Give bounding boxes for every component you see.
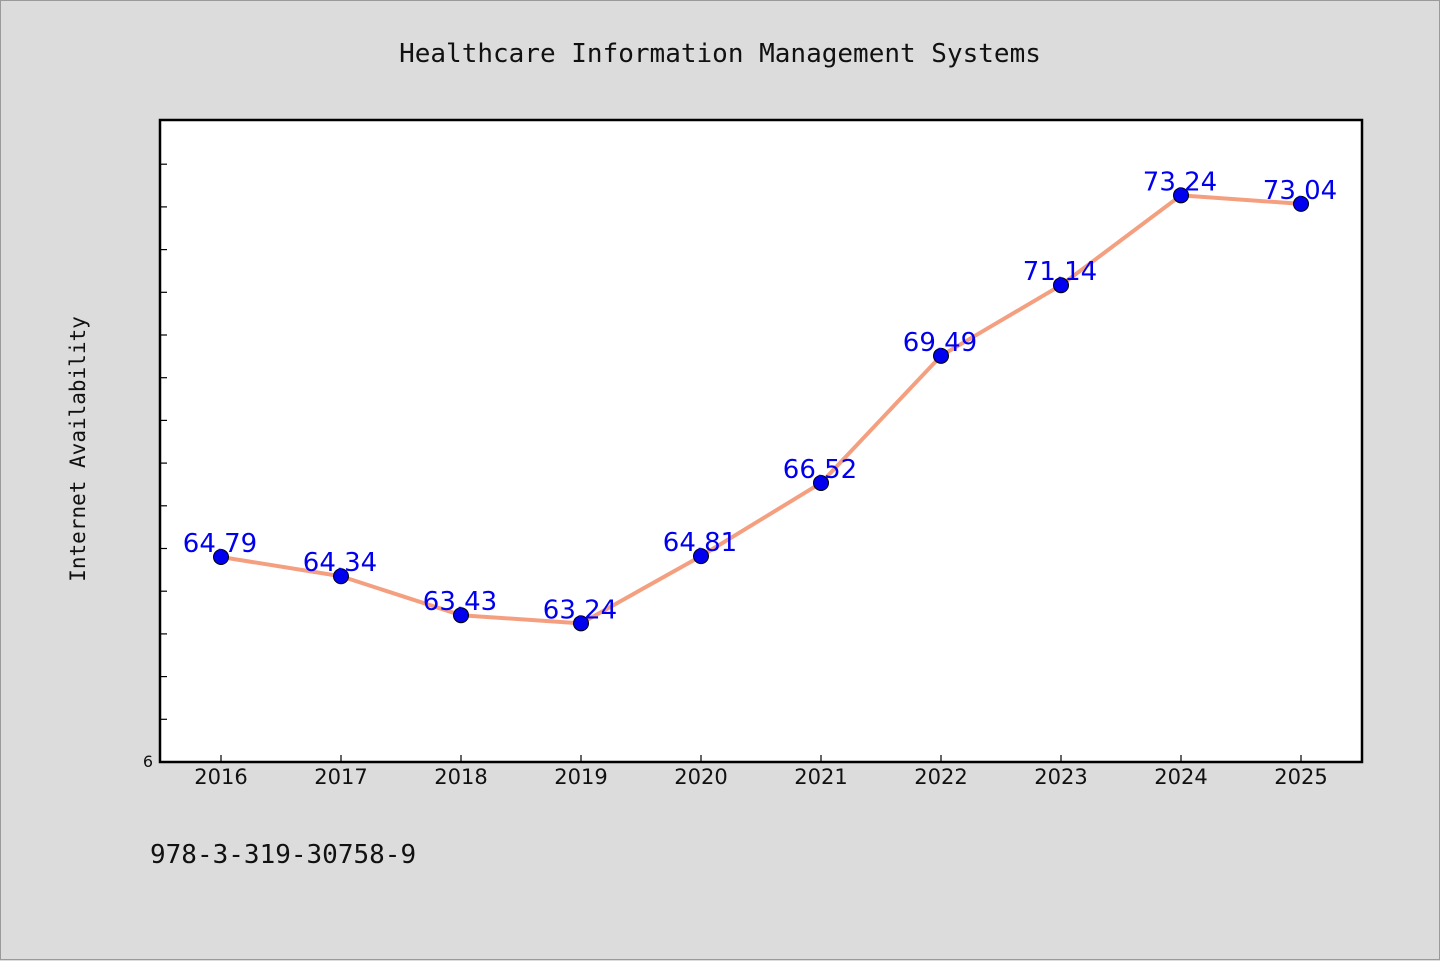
data-point xyxy=(333,568,349,585)
data-label: 64.34 xyxy=(303,548,377,578)
data-point xyxy=(573,615,589,632)
chart-title: Healthcare Information Management System… xyxy=(399,39,1041,69)
y-tick-label: 6 xyxy=(143,752,153,771)
y-axis-tick-labels: 6 xyxy=(143,752,153,771)
x-tick-label: 2020 xyxy=(674,765,727,789)
data-point xyxy=(813,474,829,491)
data-point xyxy=(453,607,469,624)
x-axis-ticks: 2016 2017 2018 2019 2020 2021 2022 2023 2024 2025 xyxy=(194,755,1328,789)
x-tick-label: 2019 xyxy=(554,765,607,789)
data-label: 73.04 xyxy=(1263,176,1337,206)
data-label: 63.24 xyxy=(543,595,617,625)
x-tick-label: 2017 xyxy=(314,765,367,789)
data-point xyxy=(693,548,709,565)
y-axis-label: Internet Availability xyxy=(66,316,90,582)
series-line xyxy=(219,193,1303,626)
x-tick-label: 2025 xyxy=(1274,765,1327,789)
footer-code: 978-3-319-30758-9 xyxy=(150,840,416,870)
x-tick-label: 2024 xyxy=(1154,765,1207,789)
data-label: 69.49 xyxy=(903,328,977,358)
data-point xyxy=(213,548,229,565)
x-tick-label: 2023 xyxy=(1034,765,1087,789)
data-label: 71.14 xyxy=(1023,257,1097,287)
x-tick-label: 2021 xyxy=(794,765,847,789)
data-point xyxy=(933,347,949,364)
data-label: 64.81 xyxy=(663,528,737,558)
x-tick-label: 2018 xyxy=(434,765,487,789)
data-point xyxy=(1293,195,1309,212)
data-label: 66.52 xyxy=(783,455,857,485)
data-labels: 64.79 64.34 63.43 63.24 64.81 66.52 69.49 71.14… xyxy=(183,167,1337,625)
x-tick-label: 2022 xyxy=(914,765,967,789)
data-label: 64.79 xyxy=(183,529,257,559)
data-point xyxy=(1053,277,1069,294)
data-label: 63.43 xyxy=(423,587,497,617)
series-polyline xyxy=(219,193,1303,626)
y-axis-ticks xyxy=(160,163,167,720)
x-tick-label: 2016 xyxy=(194,765,247,789)
plot-area xyxy=(158,118,1364,764)
data-point xyxy=(1173,187,1189,204)
data-label: 73.24 xyxy=(1143,167,1217,197)
series-markers xyxy=(213,187,1309,632)
